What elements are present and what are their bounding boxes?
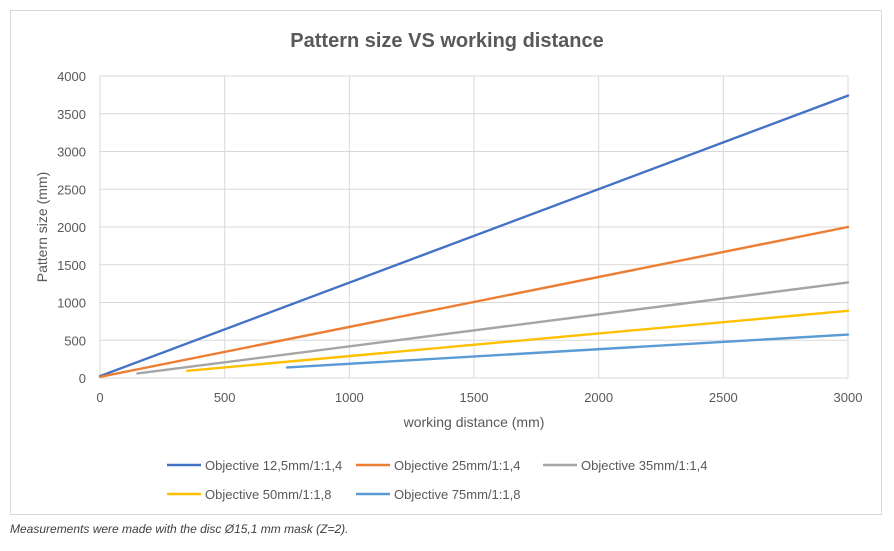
x-tick-label: 3000 xyxy=(834,390,863,405)
y-axis-title: Pattern size (mm) xyxy=(34,172,50,282)
series-line-4 xyxy=(186,309,850,373)
x-axis-title: working distance (mm) xyxy=(403,414,545,430)
legend-label-1: Objective 12,5mm/1:1,4 xyxy=(205,458,342,473)
chart-title: Pattern size VS working distance xyxy=(290,30,604,52)
x-tick-label: 2500 xyxy=(709,390,738,405)
series-line-3 xyxy=(136,281,850,375)
series-line-1 xyxy=(98,94,850,378)
y-tick-label: 4000 xyxy=(57,69,86,84)
legend-label-5: Objective 75mm/1:1,8 xyxy=(394,487,520,502)
legend-label-4: Objective 50mm/1:1,8 xyxy=(205,487,331,502)
series-line-2 xyxy=(98,225,850,379)
y-tick-label: 1500 xyxy=(57,258,86,273)
y-tick-label: 3000 xyxy=(57,145,86,160)
x-tick-label: 500 xyxy=(214,390,236,405)
chart-frame xyxy=(10,10,882,515)
y-tick-label: 500 xyxy=(64,333,86,348)
x-tick-label: 1000 xyxy=(335,390,364,405)
legend-label-2: Objective 25mm/1:1,4 xyxy=(394,458,520,473)
x-tick-label: 1500 xyxy=(460,390,489,405)
y-tick-label: 3500 xyxy=(57,107,86,122)
x-tick-label: 0 xyxy=(96,390,103,405)
y-tick-label: 0 xyxy=(79,371,86,386)
legend: Objective 12,5mm/1:1,4 Objective 25mm/1:1… xyxy=(167,458,707,502)
x-tick-label: 2000 xyxy=(584,390,613,405)
footnote: Measurements were made with the disc Ø15… xyxy=(10,522,349,536)
y-tick-label: 2500 xyxy=(57,182,86,197)
y-tick-label: 2000 xyxy=(57,220,86,235)
axes: 0 500 1000 1500 2000 2500 3000 3500 4000 0 500 1000… xyxy=(34,69,862,430)
legend-label-3: Objective 35mm/1:1,4 xyxy=(581,458,707,473)
series-line-5 xyxy=(285,333,850,369)
y-tick-label: 1000 xyxy=(57,296,86,311)
grid-lines xyxy=(99,75,849,379)
series-lines xyxy=(98,94,850,379)
